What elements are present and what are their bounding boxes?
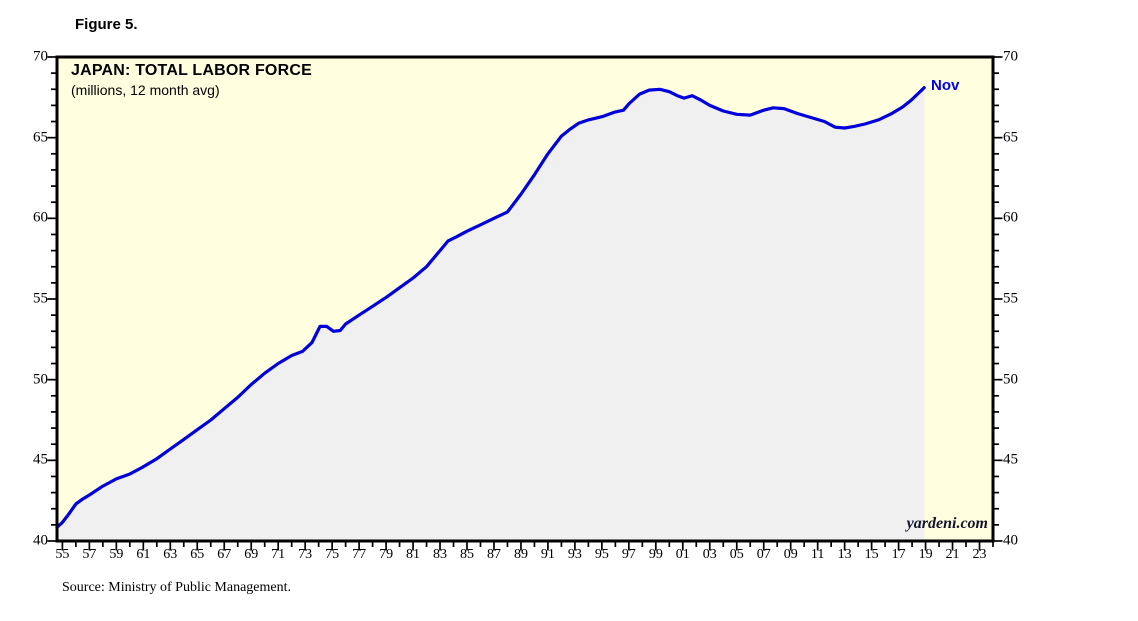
- x-axis-label: 19: [918, 547, 933, 562]
- x-axis-label: 85: [460, 547, 474, 562]
- x-axis-label: 57: [82, 547, 97, 562]
- y-axis-left-label: 55: [33, 290, 48, 307]
- x-axis-label: 81: [406, 547, 421, 562]
- x-axis-label: 65: [190, 547, 205, 562]
- y-axis-left-label: 50: [33, 371, 48, 388]
- watermark: yardeni.com: [906, 515, 988, 532]
- chart-title: JAPAN: TOTAL LABOR FORCE: [71, 62, 312, 79]
- y-axis-right-label: 60: [1003, 209, 1018, 226]
- x-axis-label: 63: [163, 547, 178, 562]
- x-axis-label: 75: [325, 547, 340, 562]
- x-axis-label: 71: [271, 547, 286, 562]
- x-axis-label: 09: [783, 547, 798, 562]
- y-axis-right-label: 50: [1003, 371, 1018, 388]
- x-axis-label: 97: [621, 547, 636, 562]
- chart-subtitle: (millions, 12 month avg): [71, 82, 220, 98]
- y-axis-right-label: 55: [1003, 290, 1018, 307]
- x-axis-label: 87: [486, 547, 501, 562]
- series-end-label: Nov: [931, 77, 960, 94]
- x-axis-label: 93: [567, 547, 582, 562]
- x-axis-label: 69: [244, 547, 259, 562]
- x-axis-label: 89: [513, 547, 528, 562]
- y-axis-left-label: 45: [33, 451, 48, 468]
- x-axis-label: 23: [972, 547, 987, 562]
- x-axis-label: 15: [864, 547, 879, 562]
- x-axis-label: 55: [55, 547, 70, 562]
- x-axis-label: 01: [675, 547, 690, 562]
- plot-border: [55, 55, 995, 543]
- x-axis-label: 73: [298, 547, 313, 562]
- x-axis-label: 05: [729, 547, 744, 562]
- x-axis-label: 13: [837, 547, 852, 562]
- figure-label: Figure 5.: [75, 16, 138, 33]
- x-axis-label: 99: [648, 547, 663, 562]
- y-axis-left-label: 40: [33, 532, 48, 549]
- y-axis-left-label: 60: [33, 209, 48, 226]
- x-axis-label: 03: [702, 547, 717, 562]
- x-axis-label: 67: [217, 547, 232, 562]
- chart-title-block: JAPAN: TOTAL LABOR FORCE (millions, 12 m…: [71, 62, 312, 98]
- y-axis-left-label: 70: [33, 48, 48, 65]
- x-axis-label: 21: [945, 547, 960, 562]
- y-axis-right-label: 70: [1003, 48, 1018, 65]
- y-axis-right-label: 45: [1003, 451, 1018, 468]
- y-axis-right-label: 40: [1003, 532, 1018, 549]
- series-line: [55, 86, 926, 529]
- x-axis-label: 77: [352, 547, 367, 562]
- x-axis-label: 59: [109, 547, 124, 562]
- y-axis-left-label: 65: [33, 129, 48, 146]
- x-axis-label: 17: [891, 547, 906, 562]
- x-axis-label: 95: [594, 547, 609, 562]
- x-axis-label: 61: [136, 547, 151, 562]
- y-axis-right-label: 65: [1003, 129, 1018, 146]
- x-axis-label: 83: [433, 547, 448, 562]
- series-area-fill: [57, 87, 925, 541]
- x-axis-label: 07: [756, 547, 771, 562]
- source-note: Source: Ministry of Public Management.: [62, 580, 292, 595]
- x-axis-label: 79: [379, 547, 394, 562]
- x-axis-label: 91: [540, 547, 555, 562]
- x-axis-label: 11: [810, 547, 825, 562]
